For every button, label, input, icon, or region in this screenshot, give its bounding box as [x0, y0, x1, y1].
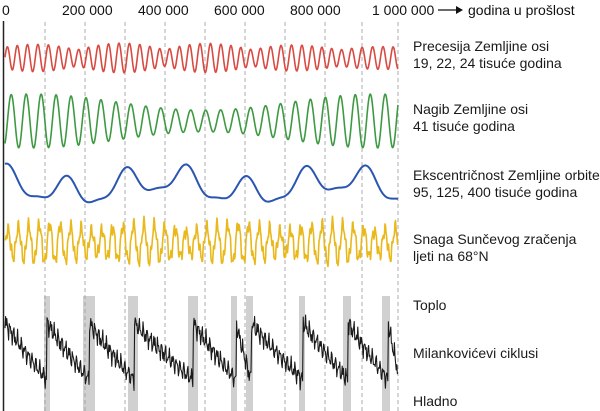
tick-label-1000000: 1 000 000: [372, 2, 434, 18]
eccentricity-label-title: Ekscentričnost Zemljine orbite: [413, 167, 600, 183]
eccentricity-label-period: 95, 125, 400 tisuće godina: [413, 184, 577, 200]
axis-direction-label: godina u prošlost: [468, 2, 575, 18]
precession-curve: [4, 42, 399, 74]
obliquity-label: Nagib Zemljine osi 41 tisuće godina: [413, 101, 528, 134]
tick-label-200000: 200 000: [62, 2, 113, 18]
glacial-band: [382, 296, 390, 411]
obliquity-curve: [4, 93, 399, 149]
climate-record-curve: [4, 314, 398, 392]
obliquity-label-period: 41 tisuće godina: [413, 118, 515, 134]
precession-label: Precesija Zemljine osi 19, 22, 24 tisuće…: [413, 38, 562, 71]
arrow-icon: [456, 6, 463, 14]
glacial-band: [246, 296, 253, 411]
tick-label-600000: 600 000: [214, 2, 265, 18]
warm-label: Toplo: [413, 297, 447, 313]
insolation-label: Snaga Sunčevog zračenja ljeti na 68°N: [413, 231, 577, 264]
glacial-band: [231, 296, 237, 411]
cold-label: Hladno: [413, 393, 458, 409]
time-axis: 0 200 000 400 000 600 000 800 000 1 000 …: [2, 2, 575, 18]
insolation-label-title: Snaga Sunčevog zračenja: [413, 231, 577, 247]
insolation-label-period: ljeti na 68°N: [413, 248, 489, 264]
insolation-curve: [4, 215, 399, 268]
tick-label-400000: 400 000: [138, 2, 189, 18]
precession-label-period: 19, 22, 24 tisuće godina: [413, 55, 562, 71]
tick-label-0: 0: [2, 2, 10, 18]
precession-label-title: Precesija Zemljine osi: [413, 38, 549, 54]
glacial-band: [343, 296, 351, 411]
eccentricity-curve: [4, 162, 399, 204]
milankovitch-label: Milankovićevi ciklusi: [413, 345, 538, 361]
obliquity-label-title: Nagib Zemljine osi: [413, 101, 528, 117]
tick-label-800000: 800 000: [290, 2, 341, 18]
eccentricity-label: Ekscentričnost Zemljine orbite 95, 125, …: [413, 167, 600, 200]
glacial-band: [128, 296, 138, 411]
glacial-band: [299, 296, 305, 411]
